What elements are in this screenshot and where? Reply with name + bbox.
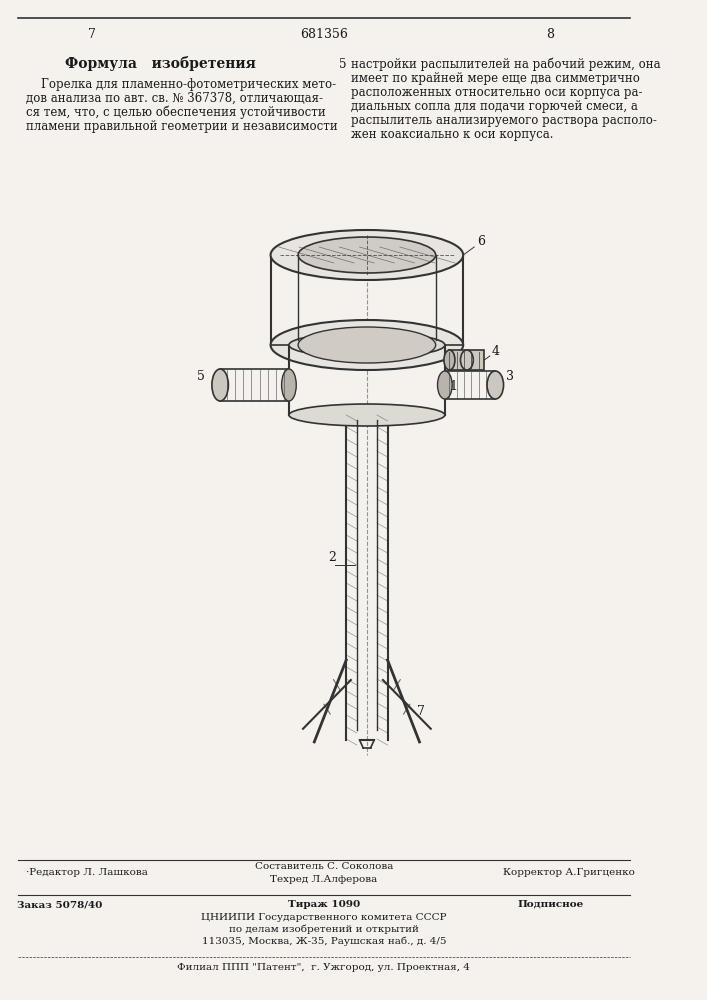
Text: 3: 3 [506, 370, 514, 383]
Ellipse shape [487, 371, 503, 399]
Text: 5: 5 [197, 370, 205, 383]
Text: Тираж 1090: Тираж 1090 [288, 900, 360, 909]
Text: распылитель анализируемого раствора располо-: распылитель анализируемого раствора расп… [351, 114, 658, 127]
Text: имеет по крайней мере еще два симметрично: имеет по крайней мере еще два симметричн… [351, 72, 640, 85]
Text: Горелка для пламенно-фотометрических мето-: Горелка для пламенно-фотометрических мет… [25, 78, 336, 91]
Text: 6: 6 [477, 235, 485, 248]
Text: Составитель С. Соколова: Составитель С. Соколова [255, 862, 393, 871]
Ellipse shape [281, 369, 296, 401]
Ellipse shape [438, 371, 452, 399]
Text: ·Редактор Л. Лашкова: ·Редактор Л. Лашкова [25, 868, 148, 877]
Text: 7: 7 [417, 705, 425, 718]
Text: Формула   изобретения: Формула изобретения [65, 56, 256, 71]
Text: 5: 5 [339, 58, 347, 71]
Text: Корректор А.Григценко: Корректор А.Григценко [503, 868, 635, 877]
Ellipse shape [212, 369, 228, 401]
Text: жен коаксиально к оси корпуса.: жен коаксиально к оси корпуса. [351, 128, 554, 141]
Text: 4: 4 [491, 345, 500, 358]
Text: Заказ 5078/40: Заказ 5078/40 [17, 900, 103, 909]
Text: ся тем, что, с целью обеспечения устойчивости: ся тем, что, с целью обеспечения устойчи… [25, 105, 325, 119]
Text: диальных сопла для подачи горючей смеси, а: диальных сопла для подачи горючей смеси,… [351, 100, 638, 113]
Text: дов анализа по авт. св. № 367378, отличающая-: дов анализа по авт. св. № 367378, отлича… [25, 92, 322, 105]
Ellipse shape [444, 350, 455, 370]
Text: настройки распылителей на рабочий режим, она: настройки распылителей на рабочий режим,… [351, 57, 661, 71]
Text: 8: 8 [547, 28, 554, 41]
Text: 681356: 681356 [300, 28, 348, 41]
Ellipse shape [460, 350, 473, 370]
Text: 2: 2 [328, 551, 336, 564]
Ellipse shape [298, 327, 436, 363]
Ellipse shape [298, 237, 436, 273]
Text: расположенных относительно оси корпуса ра-: расположенных относительно оси корпуса р… [351, 86, 643, 99]
Ellipse shape [271, 230, 463, 280]
Text: Филиал ППП "Патент",  г. Ужгород, ул. Проектная, 4: Филиал ППП "Патент", г. Ужгород, ул. Про… [177, 963, 470, 972]
Text: 113035, Москва, Ж-35, Раушская наб., д. 4/5: 113035, Москва, Ж-35, Раушская наб., д. … [201, 936, 446, 946]
Ellipse shape [289, 332, 445, 358]
Text: ЦНИИПИ Государственного комитета СССР: ЦНИИПИ Государственного комитета СССР [201, 913, 447, 922]
Ellipse shape [271, 320, 463, 370]
Text: Техред Л.Алферова: Техред Л.Алферова [270, 875, 378, 884]
Text: по делам изобретений и открытий: по делам изобретений и открытий [229, 924, 419, 934]
Text: 1: 1 [450, 380, 457, 393]
Bar [450, 350, 484, 370]
Text: Подписное: Подписное [518, 900, 583, 909]
Text: 7: 7 [88, 28, 95, 41]
Ellipse shape [289, 404, 445, 426]
Text: пламени правильной геометрии и независимости: пламени правильной геометрии и независим… [25, 120, 337, 133]
